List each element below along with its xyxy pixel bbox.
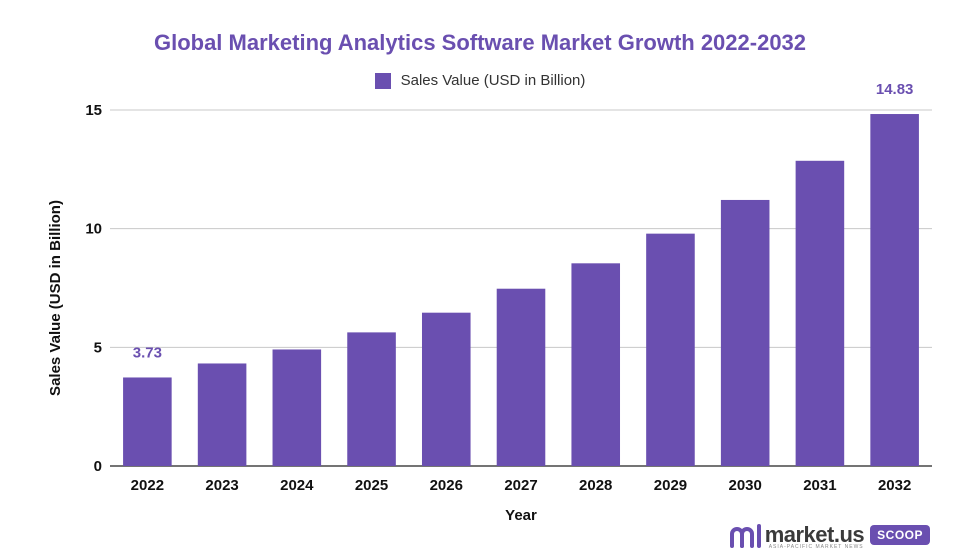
bar bbox=[646, 233, 695, 466]
bars bbox=[123, 114, 919, 466]
bar bbox=[496, 288, 546, 466]
x-tick-label: 2032 bbox=[878, 477, 911, 494]
logo-badge: SCOOP bbox=[870, 525, 930, 545]
bar bbox=[197, 363, 247, 466]
x-tick-label: 2027 bbox=[504, 477, 537, 494]
bar bbox=[870, 114, 919, 466]
bar bbox=[347, 332, 396, 466]
brand-logo: market.us SCOOP ASIA-PACIFIC MARKET NEWS bbox=[729, 520, 930, 550]
chart-title: Global Marketing Analytics Software Mark… bbox=[153, 30, 807, 55]
bar bbox=[123, 377, 172, 466]
bar bbox=[795, 160, 845, 466]
legend-label: Sales Value (USD in Billion) bbox=[400, 72, 586, 89]
x-tick-label: 2022 bbox=[131, 477, 164, 494]
bar bbox=[571, 263, 621, 466]
y-tick-label: 5 bbox=[94, 339, 102, 356]
bar bbox=[421, 312, 471, 466]
y-tick-label: 15 bbox=[85, 102, 102, 119]
data-label: 3.73 bbox=[133, 344, 162, 361]
x-tick-label: 2024 bbox=[280, 477, 314, 494]
y-tick-label: 0 bbox=[94, 458, 102, 475]
x-tick-label: 2028 bbox=[579, 477, 612, 494]
x-tick-label: 2025 bbox=[355, 477, 388, 494]
y-tick-label: 10 bbox=[85, 221, 102, 238]
bar bbox=[720, 199, 770, 466]
data-labels: 3.73 14.83 bbox=[133, 81, 914, 361]
logo-text: market.us bbox=[764, 522, 865, 547]
x-axis-ticks: 2022 2023 2024 2025 2026 2027 2028 2029 2030 2031… bbox=[131, 477, 912, 494]
x-tick-label: 2026 bbox=[430, 477, 463, 494]
legend-swatch bbox=[374, 72, 391, 89]
y-axis-ticks: 0 5 10 15 bbox=[85, 102, 102, 475]
x-tick-label: 2030 bbox=[728, 477, 761, 494]
logo-tagline: ASIA-PACIFIC MARKET NEWS bbox=[768, 544, 864, 550]
y-axis-title: Sales Value (USD in Billion) bbox=[47, 200, 64, 396]
x-tick-label: 2023 bbox=[205, 477, 238, 494]
data-label: 14.83 bbox=[876, 81, 914, 98]
x-tick-label: 2029 bbox=[654, 477, 687, 494]
x-tick-label: 2031 bbox=[803, 477, 836, 494]
x-axis-title: Year bbox=[505, 507, 537, 524]
bar bbox=[272, 349, 322, 466]
legend: Sales Value (USD in Billion) bbox=[0, 72, 960, 89]
logo-mark-icon bbox=[729, 524, 761, 548]
